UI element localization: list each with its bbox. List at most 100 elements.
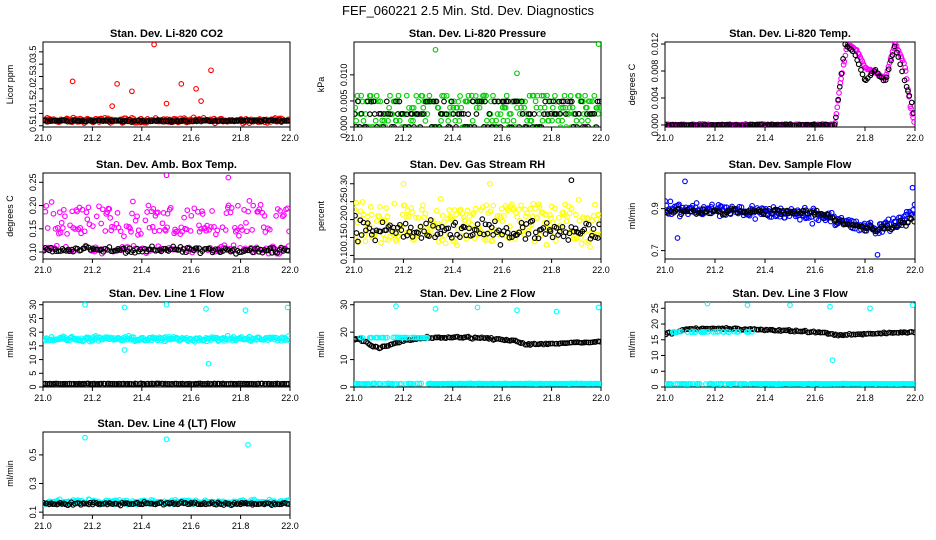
- black-point: [589, 110, 595, 117]
- x-tick-label: 21.6: [182, 133, 200, 143]
- color-point: [856, 51, 862, 58]
- color-point: [191, 205, 198, 212]
- color-point: [571, 235, 578, 242]
- color-point: [677, 328, 684, 335]
- color-point: [568, 205, 575, 212]
- color-point: [446, 207, 453, 213]
- black-point: [467, 124, 474, 127]
- color-point: [64, 231, 70, 237]
- color-point: [114, 81, 120, 87]
- points-layer: [665, 178, 915, 258]
- black-point: [366, 225, 373, 232]
- color-point: [128, 228, 134, 235]
- color-point: [79, 206, 86, 213]
- color-point: [150, 205, 157, 212]
- color-point: [257, 201, 264, 208]
- black-point: [525, 231, 532, 237]
- black-point: [46, 118, 53, 125]
- color-point: [829, 357, 836, 364]
- panel-title: Stan. Dev. Gas Stream RH: [410, 159, 546, 171]
- color-point: [387, 92, 393, 99]
- y-tick-label: 15: [650, 335, 660, 345]
- black-point: [574, 124, 580, 127]
- black-point: [835, 96, 842, 103]
- black-point: [793, 122, 800, 127]
- color-point: [745, 329, 752, 335]
- black-point: [553, 224, 560, 231]
- black-point: [493, 336, 500, 342]
- x-tick-label: 22.0: [592, 265, 610, 275]
- black-point: [212, 246, 219, 253]
- x-tick-label: 21.4: [444, 393, 462, 403]
- black-point: [435, 224, 442, 231]
- black-point: [859, 223, 865, 229]
- panel-title: Stan. Dev. Sample Flow: [729, 159, 852, 171]
- color-point: [683, 381, 690, 387]
- x-tick-label: 21.0: [345, 133, 363, 143]
- black-point: [585, 123, 591, 127]
- color-point: [67, 222, 73, 229]
- color-point: [199, 211, 206, 217]
- black-point: [891, 43, 898, 50]
- y-tick-label: 0.5: [28, 120, 38, 133]
- color-point: [580, 111, 587, 117]
- color-point: [50, 210, 57, 217]
- panel-title: Stan. Dev. Line 2 Flow: [420, 288, 536, 300]
- color-point: [432, 306, 439, 312]
- black-point: [474, 221, 481, 228]
- black-point: [156, 380, 162, 387]
- x-tick-label: 22.0: [906, 393, 924, 403]
- color-point: [188, 212, 195, 219]
- color-point: [555, 117, 562, 124]
- black-point: [883, 74, 890, 81]
- panel-3: Stan. Dev. Li-820 Temp. degrees C 21.0 21.2…: [627, 28, 924, 143]
- color-point: [710, 329, 717, 335]
- color-point: [93, 213, 100, 220]
- y-axis-label: ml/min: [627, 331, 637, 358]
- color-point: [236, 232, 242, 239]
- y-tick-label: 2.0: [28, 83, 38, 96]
- black-point: [666, 122, 672, 127]
- color-point: [840, 61, 847, 68]
- color-point: [277, 208, 283, 214]
- black-point: [196, 245, 202, 252]
- color-point: [262, 229, 269, 235]
- black-point: [397, 221, 403, 228]
- black-point: [572, 111, 579, 117]
- black-point: [516, 124, 523, 127]
- black-point: [145, 500, 151, 507]
- y-tick-label: 0.25: [339, 193, 349, 211]
- black-point: [381, 343, 388, 350]
- color-point: [522, 98, 528, 105]
- black-point: [436, 124, 442, 127]
- black-point: [882, 77, 889, 83]
- black-point: [694, 122, 701, 127]
- color-point: [121, 233, 127, 240]
- black-point: [484, 124, 491, 127]
- plot-frame: [42, 301, 291, 388]
- black-point: [583, 220, 589, 227]
- color-point: [179, 228, 185, 235]
- color-point: [540, 92, 547, 99]
- black-point: [141, 499, 148, 505]
- black-point: [582, 124, 588, 127]
- color-point: [909, 302, 915, 308]
- color-point: [490, 202, 497, 209]
- color-point: [245, 442, 251, 448]
- color-point: [514, 307, 520, 314]
- black-point: [256, 117, 263, 124]
- black-point: [443, 111, 450, 118]
- black-point: [596, 338, 601, 345]
- panel-title: Stan. Dev. Line 1 Flow: [109, 288, 225, 300]
- black-point: [490, 232, 497, 238]
- x-tick-label: 21.4: [133, 133, 151, 143]
- color-point: [536, 111, 543, 117]
- color-point: [725, 329, 732, 336]
- color-point: [543, 211, 549, 218]
- color-point: [438, 117, 444, 124]
- y-tick-label: 0.004: [650, 87, 660, 110]
- black-point: [285, 118, 290, 124]
- black-point: [815, 210, 822, 217]
- points-layer: [354, 177, 601, 250]
- color-point: [541, 104, 548, 111]
